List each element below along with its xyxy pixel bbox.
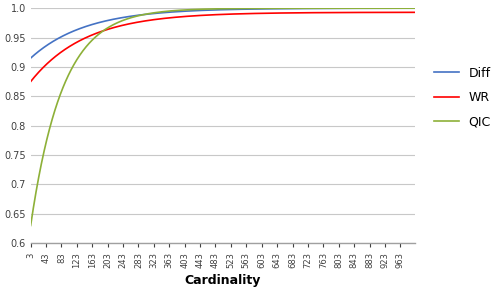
WR (411, 10, 417, 14)
Diff (216, 8, 222, 12)
Diff (238, 8, 244, 11)
QIC (403, 6, 409, 10)
WR (28, 80, 34, 83)
Line: Diff: Diff (30, 8, 414, 58)
Diff (92, 22, 98, 25)
QIC (412, 6, 418, 10)
QIC (265, 7, 271, 10)
QIC (92, 35, 98, 38)
WR (412, 10, 418, 14)
WR (403, 10, 409, 14)
Legend: Diff, WR, QIC: Diff, WR, QIC (428, 62, 496, 133)
Diff (412, 6, 418, 10)
QIC (28, 224, 34, 227)
Diff (28, 56, 34, 60)
WR (92, 32, 98, 35)
WR (265, 11, 271, 15)
Line: WR: WR (30, 12, 414, 81)
X-axis label: Cardinality: Cardinality (184, 274, 261, 287)
Diff (265, 7, 271, 10)
WR (238, 12, 244, 15)
Diff (411, 6, 417, 10)
WR (216, 13, 222, 16)
QIC (238, 7, 244, 10)
QIC (216, 7, 222, 10)
Diff (403, 6, 409, 10)
Line: QIC: QIC (30, 8, 414, 226)
QIC (411, 6, 417, 10)
